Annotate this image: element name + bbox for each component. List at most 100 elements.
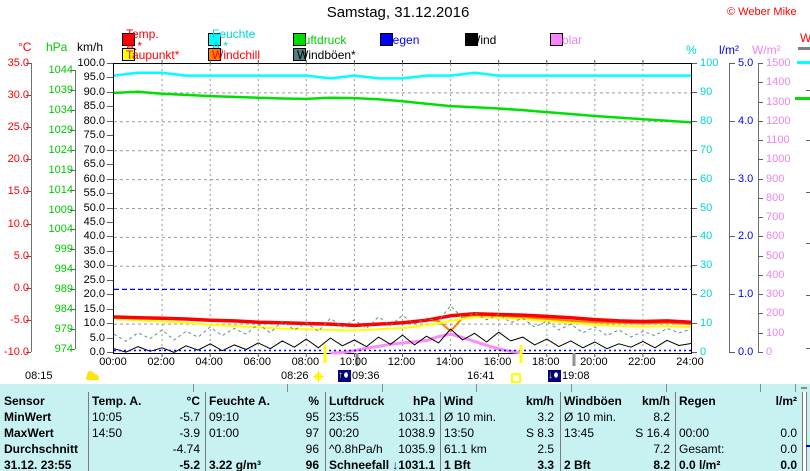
axis-tick <box>107 338 113 339</box>
axis-tick <box>758 159 763 160</box>
axis-tick-label-wind: 10.0 <box>83 317 105 330</box>
axis-tick-label-temp: 25.0 <box>7 121 29 134</box>
table-cell: Durchschnitt <box>4 442 79 456</box>
table-cell: 2.5 <box>537 442 554 456</box>
axis-tick-label-temp: 15.0 <box>7 185 29 198</box>
table-cell: 0.0 <box>780 442 797 456</box>
axis-header-humidity: % <box>686 43 697 57</box>
axis-tick-label-wind: 40.0 <box>83 230 105 243</box>
axis-tick-label-humidity: 40 <box>700 230 713 243</box>
table-cell: km/h <box>641 394 670 408</box>
axis-tick-label-pressure: 1004 <box>48 223 73 236</box>
table-cell: 95 <box>305 410 319 424</box>
axis-tick <box>107 121 113 122</box>
table-separator <box>802 392 803 471</box>
axis-tick-label-humidity: 60 <box>700 172 713 185</box>
axis-tick <box>26 191 31 192</box>
table-cell: Gesamt: <box>679 442 725 456</box>
table-cell: Luftdruck <box>329 394 385 408</box>
axis-tick <box>691 63 697 64</box>
table-cell: 3.2 <box>537 410 554 424</box>
axis-tick-label-humidity: 70 <box>700 143 713 156</box>
axis-tick <box>107 208 113 209</box>
table-cell: 31.12. 23:55 <box>4 458 72 471</box>
table-cell: Feuchte A. <box>209 394 270 408</box>
axis-tick <box>26 127 31 128</box>
axis-tick <box>70 289 75 290</box>
chart-canvas <box>113 60 692 366</box>
axis-tick <box>70 90 75 91</box>
axis-tick <box>691 179 697 180</box>
axis-tick-label-solar: 400 <box>766 268 785 281</box>
windchill-swatch-icon <box>208 48 221 61</box>
table-cell: S 16.4 <box>635 426 670 440</box>
axis-tick <box>26 95 31 96</box>
table-cell: 1 Bft <box>444 458 471 471</box>
axis-tick <box>70 170 75 171</box>
time-tick-label: 12:00 <box>387 356 416 368</box>
axis-tick-label-humidity: 20 <box>700 288 713 301</box>
axis-tick <box>107 77 113 78</box>
axis-header-temp: °C <box>18 40 32 54</box>
table-cell: ↓1031.1 <box>392 458 435 471</box>
table-cell: -4.74 <box>172 442 200 456</box>
cutoff-axis-tick <box>806 192 810 193</box>
axis-tick <box>70 269 75 270</box>
strip-tick <box>795 384 796 392</box>
cutoff-axis-tick <box>806 140 810 141</box>
axis-tick-label-humidity: 50 <box>700 201 713 214</box>
time-tick-label: 00:00 <box>99 356 127 368</box>
axis-tick-label-wind: 60.0 <box>83 172 105 185</box>
table-separator <box>675 392 676 471</box>
axis-tick-label-solar: 200 <box>766 307 785 320</box>
time-tick-label: 08:00 <box>291 356 320 368</box>
table-cell: 13:50 <box>444 426 475 440</box>
axis-tick-label-wind: 0.0 <box>89 346 105 358</box>
table-cell: 00:20 <box>329 426 360 440</box>
axis-tick <box>107 179 113 180</box>
axis-tick <box>107 92 113 93</box>
axis-tick-label-solar: 300 <box>766 288 785 301</box>
strip-dash <box>801 387 807 389</box>
cutoff-gray-dash <box>798 47 810 50</box>
table-cell: 1038.9 <box>398 426 435 440</box>
axis-tick-label-pressure: 974 <box>54 343 73 355</box>
table-separator <box>325 392 326 471</box>
legend-item-label: Windböen* <box>297 47 356 62</box>
axis-tick-label-temp: 35.0 <box>7 57 29 69</box>
table-cell: 1031.1 <box>398 410 435 424</box>
axis-tick <box>107 193 113 194</box>
event-time: 08:15 <box>25 370 53 382</box>
axis-tick <box>758 179 763 180</box>
legend-item-label: Wind <box>469 32 497 47</box>
table-cell: % <box>308 394 319 408</box>
table-cell: Ø 10 min. <box>444 410 497 424</box>
table-cell: °C <box>186 394 200 408</box>
wind-swatch-icon <box>465 33 478 46</box>
axis-tick <box>758 121 763 122</box>
axis-tick-label-wind: 50.0 <box>83 201 105 214</box>
axis-tick-label-pressure: 989 <box>54 283 73 296</box>
axis-tick-label-pressure: 984 <box>54 303 73 316</box>
axis-tick-label-pressure: 1014 <box>48 183 73 196</box>
table-cell: Ø 10 min. <box>564 410 617 424</box>
table-cell: 0.0 l/m² <box>679 458 721 471</box>
axis-tick-label-wind: 65.0 <box>83 158 105 171</box>
axis-tick-label-wind: 15.0 <box>83 302 105 315</box>
axis-tick-label-rain: 2.0 <box>738 230 754 243</box>
axis-tick-label-temp: -10.0 <box>3 346 29 358</box>
axis-tick-label-wind: 70.0 <box>83 143 105 156</box>
axis-tick <box>691 265 697 266</box>
axis-tick-label-wind: 80.0 <box>83 114 105 127</box>
axis-tick-label-solar: 1000 <box>766 153 791 166</box>
cutoff-blue-dash <box>806 445 810 447</box>
table-cell: 00:00 <box>679 426 710 440</box>
table-cell: 0.0 <box>780 458 797 471</box>
table-separator <box>806 392 807 471</box>
plot-area[interactable] <box>113 60 692 366</box>
axis-tick-label-wind: 30.0 <box>83 259 105 272</box>
table-cell: Schneefall <box>329 458 390 471</box>
table-cell: -5.2 <box>179 458 200 471</box>
table-cell: 96 <box>305 442 319 456</box>
